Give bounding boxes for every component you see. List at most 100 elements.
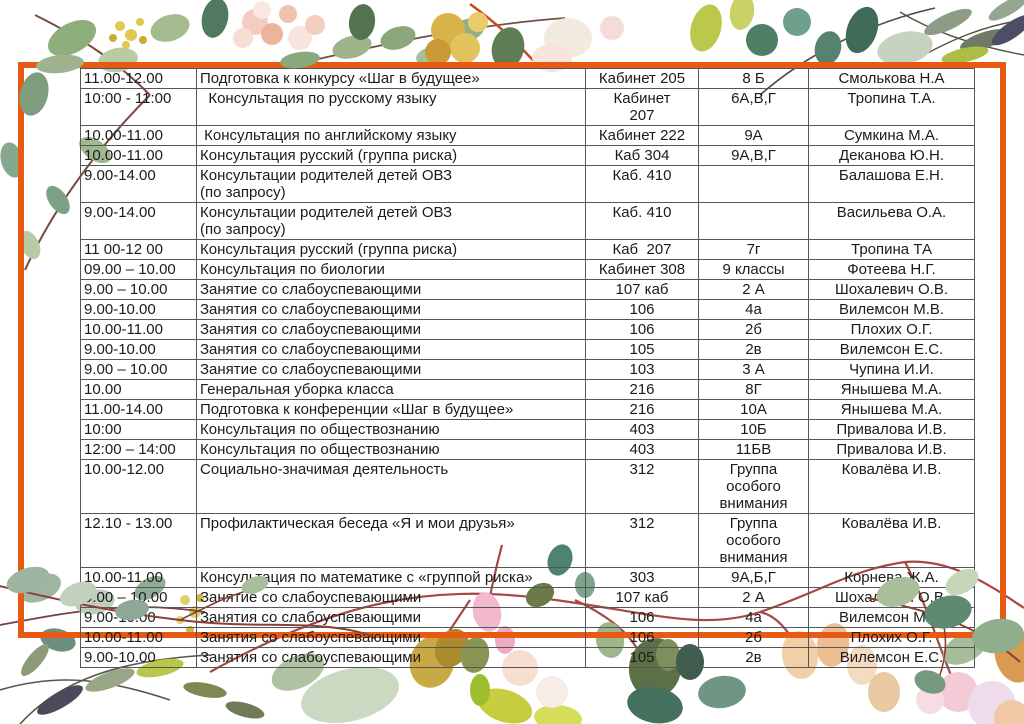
table-row: 10:00 Консультация по обществознанию 403… — [80, 419, 975, 440]
cell-teacher: Янышева М.А. — [808, 379, 975, 400]
cell-room: Каб. 410 — [585, 165, 699, 203]
cell-class: 2 А — [698, 587, 809, 608]
cell-room: 312 — [585, 459, 699, 514]
cell-time: 10.00-11.00 — [80, 319, 197, 340]
table-row: 11 00-12 00 Консультация русский (группа… — [80, 239, 975, 260]
cell-room: 312 — [585, 513, 699, 568]
cell-activity: Занятия со слабоуспевающими — [196, 647, 586, 668]
table-row: 12:00 – 14:00 Консультация по обществозн… — [80, 439, 975, 460]
cell-time: 10:00 - 11:00 — [80, 88, 197, 126]
cell-activity: Подготовка к конференции «Шаг в будущее» — [196, 399, 586, 420]
cell-teacher: Шохалевич О.В. — [808, 279, 975, 300]
cell-room: 106 — [585, 607, 699, 628]
cell-room: 103 — [585, 359, 699, 380]
table-row: 11.00-12.00 Подготовка к конкурсу «Шаг в… — [80, 68, 975, 89]
cell-teacher: Сумкина М.А. — [808, 125, 975, 146]
cell-time: 10.00-11.00 — [80, 567, 197, 588]
cell-activity: Занятие со слабоуспевающими — [196, 279, 586, 300]
table-row: 10.00-11.00 Консультация по математике с… — [80, 567, 975, 588]
cell-class: 2б — [698, 319, 809, 340]
table-row: 10.00-11.00 Консультация по английскому … — [80, 125, 975, 146]
cell-activity: Подготовка к конкурсу «Шаг в будущее» — [196, 68, 586, 89]
cell-time: 10.00 — [80, 379, 197, 400]
cell-teacher: Ковалёва И.В. — [808, 513, 975, 568]
schedule-table: 11.00-12.00 Подготовка к конкурсу «Шаг в… — [80, 68, 975, 668]
cell-class: Группа особого внимания — [698, 513, 809, 568]
cell-activity: Занятия со слабоуспевающими — [196, 607, 586, 628]
cell-teacher: Тропина Т.А. — [808, 88, 975, 126]
cell-teacher: Васильева О.А. — [808, 202, 975, 240]
schedule-table-body: 11.00-12.00 Подготовка к конкурсу «Шаг в… — [80, 68, 975, 668]
cell-class: 6А,В,Г — [698, 88, 809, 126]
cell-time: 9.00-10.00 — [80, 607, 197, 628]
cell-teacher: Вилемсон М.В. — [808, 299, 975, 320]
cell-teacher: Шохалевич О.В. — [808, 587, 975, 608]
cell-activity: Консультации родителей детей ОВЗ (по зап… — [196, 202, 586, 240]
table-row: 9.00 – 10.00 Занятие со слабоуспевающими… — [80, 279, 975, 300]
cell-activity: Занятия со слабоуспевающими — [196, 299, 586, 320]
cell-teacher: Вилемсон Е.С. — [808, 647, 975, 668]
table-row: 10:00 - 11:00 Консультация по русскому я… — [80, 88, 975, 126]
cell-activity: Социально-значимая деятельность — [196, 459, 586, 514]
cell-room: 107 каб — [585, 279, 699, 300]
cell-activity: Занятия со слабоуспевающими — [196, 627, 586, 648]
table-row: 10.00 Генеральная уборка класса 216 8Г Я… — [80, 379, 975, 400]
cell-room: 107 каб — [585, 587, 699, 608]
cell-time: 11 00-12 00 — [80, 239, 197, 260]
cell-time: 11.00-12.00 — [80, 68, 197, 89]
cell-class: 4а — [698, 299, 809, 320]
cell-room: 216 — [585, 379, 699, 400]
cell-activity: Занятия со слабоуспевающими — [196, 319, 586, 340]
cell-room: 106 — [585, 627, 699, 648]
table-row: 9.00-10.00 Занятия со слабоуспевающими 1… — [80, 299, 975, 320]
cell-time: 12.10 - 13.00 — [80, 513, 197, 568]
cell-room: Кабинет 308 — [585, 259, 699, 280]
cell-activity: Занятия со слабоуспевающими — [196, 339, 586, 360]
cell-time: 9.00-10.00 — [80, 339, 197, 360]
cell-room: Кабинет 207 — [585, 88, 699, 126]
table-row: 12.10 - 13.00 Профилактическая беседа «Я… — [80, 513, 975, 568]
cell-activity: Консультация по биологии — [196, 259, 586, 280]
cell-class — [698, 165, 809, 203]
table-row: 9.00-10.00 Занятия со слабоуспевающими 1… — [80, 647, 975, 668]
cell-teacher: Привалова И.В. — [808, 419, 975, 440]
cell-teacher: Вилемсон М.В. — [808, 607, 975, 628]
cell-time: 9.00-10.00 — [80, 299, 197, 320]
cell-activity: Профилактическая беседа «Я и мои друзья» — [196, 513, 586, 568]
cell-class — [698, 202, 809, 240]
table-row: 9.00-10.00 Занятия со слабоуспевающими 1… — [80, 607, 975, 628]
cell-teacher: Смолькова Н.А — [808, 68, 975, 89]
cell-class: 11БВ — [698, 439, 809, 460]
cell-activity: Консультация по математике с «группой ри… — [196, 567, 586, 588]
cell-time: 10.00-12.00 — [80, 459, 197, 514]
cell-room: 303 — [585, 567, 699, 588]
table-row: 9.00 – 10.00 Занятие со слабоуспевающими… — [80, 587, 975, 608]
cell-time: 12:00 – 14:00 — [80, 439, 197, 460]
cell-room: Кабинет 205 — [585, 68, 699, 89]
cell-room: Каб 304 — [585, 145, 699, 166]
cell-class: Группа особого внимания — [698, 459, 809, 514]
cell-time: 9.00 – 10.00 — [80, 279, 197, 300]
cell-teacher: Плохих О.Г. — [808, 627, 975, 648]
cell-room: Кабинет 222 — [585, 125, 699, 146]
cell-class: 10А — [698, 399, 809, 420]
cell-activity: Консультация по обществознанию — [196, 419, 586, 440]
table-row: 9.00 – 10.00 Занятие со слабоуспевающими… — [80, 359, 975, 380]
cell-activity: Занятие со слабоуспевающими — [196, 587, 586, 608]
cell-room: 403 — [585, 439, 699, 460]
cell-room: Каб. 410 — [585, 202, 699, 240]
cell-activity: Консультация русский (группа риска) — [196, 145, 586, 166]
cell-time: 10.00-11.00 — [80, 145, 197, 166]
cell-class: 2б — [698, 627, 809, 648]
cell-class: 9А,Б,Г — [698, 567, 809, 588]
table-row: 10.00-11.00 Занятия со слабоуспевающими … — [80, 319, 975, 340]
table-row: 10.00-11.00 Консультация русский (группа… — [80, 145, 975, 166]
cell-time: 9.00-10.00 — [80, 647, 197, 668]
table-row: 10.00-12.00 Социально-значимая деятельно… — [80, 459, 975, 514]
cell-activity: Консультация русский (группа риска) — [196, 239, 586, 260]
cell-activity: Консультация по русскому языку — [196, 88, 586, 126]
cell-time: 09.00 – 10.00 — [80, 259, 197, 280]
table-row: 11.00-14.00 Подготовка к конференции «Ша… — [80, 399, 975, 420]
cell-room: 216 — [585, 399, 699, 420]
